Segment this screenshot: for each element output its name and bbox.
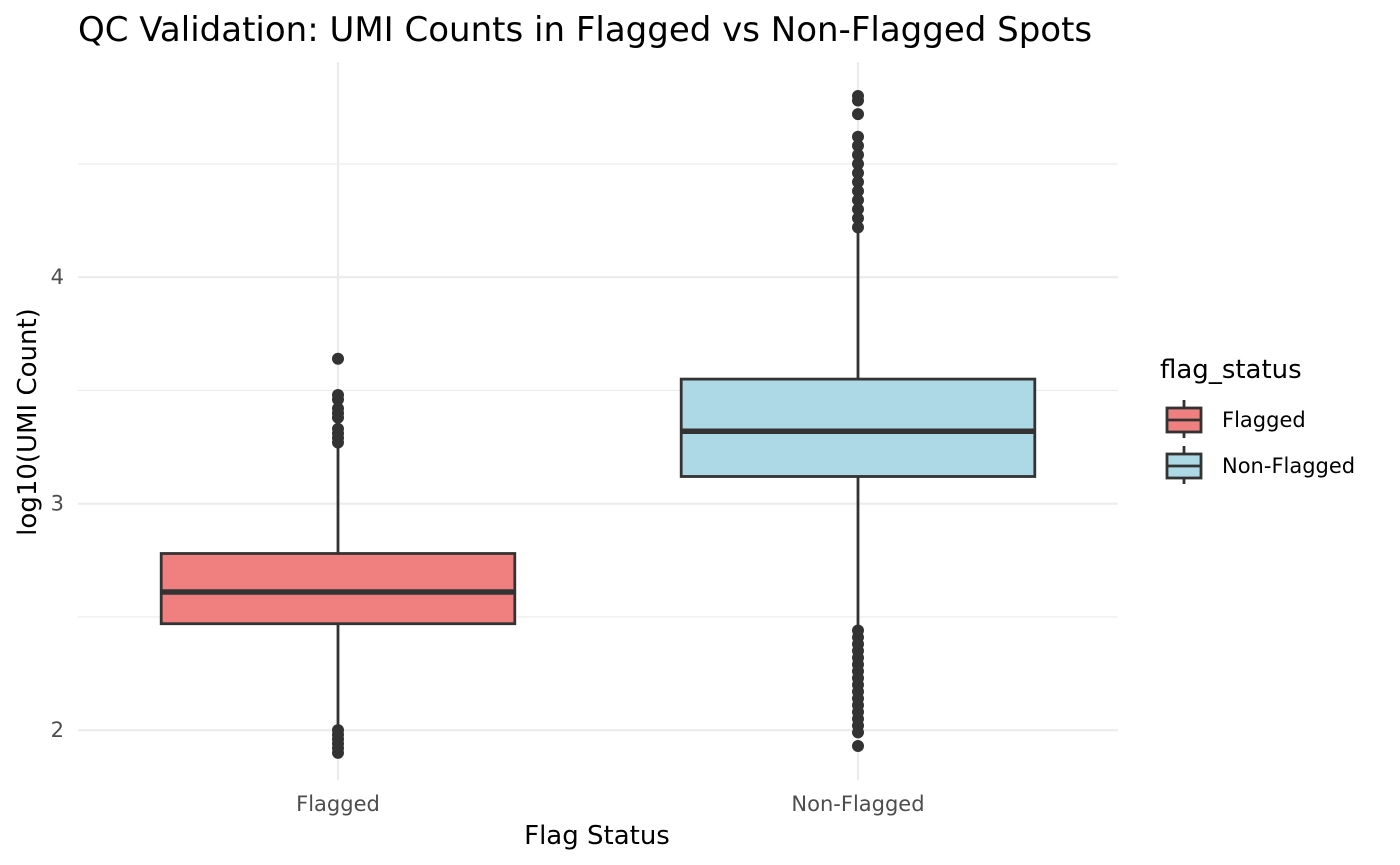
outlier-point: [852, 203, 864, 216]
legend: flag_status Flagged Non-Flagged: [1160, 355, 1355, 484]
box: [159, 552, 517, 626]
chart-title: QC Validation: UMI Counts in Flagged vs …: [78, 10, 1092, 50]
outlier-point: [852, 740, 864, 753]
outlier-point: [332, 352, 344, 365]
outlier-point: [852, 624, 864, 637]
outlier-point: [852, 166, 864, 179]
outlier-point: [852, 130, 864, 143]
outlier-point: [852, 89, 864, 102]
outlier-point: [852, 139, 864, 152]
x-tick-label: Flagged: [296, 792, 380, 816]
y-tick-label: 2: [51, 718, 64, 742]
legend-items: Flagged Non-Flagged: [1165, 400, 1355, 484]
outlier-point: [852, 185, 864, 198]
outlier-point: [852, 212, 864, 225]
outlier-point: [332, 422, 344, 435]
x-tick-labels: Flagged Non-Flagged: [296, 792, 924, 816]
outlier-point: [332, 724, 344, 737]
box: [679, 377, 1037, 478]
legend-title: flag_status: [1160, 355, 1302, 385]
boxes: [159, 89, 1037, 759]
box-group: [679, 89, 1037, 753]
outlier-point: [852, 148, 864, 161]
outlier-point: [332, 388, 344, 401]
grid: [78, 62, 1118, 780]
box-group: [159, 352, 517, 759]
y-tick-label: 3: [51, 492, 64, 516]
outlier-point: [332, 402, 344, 415]
x-axis-title: Flag Status: [524, 821, 670, 851]
x-tick-label: Non-Flagged: [791, 792, 924, 816]
y-tick-label: 4: [51, 265, 64, 289]
outlier-point: [852, 108, 864, 121]
outlier-point: [852, 221, 864, 234]
outlier-point: [852, 194, 864, 207]
legend-label: Flagged: [1222, 408, 1306, 432]
y-axis-title: log10(UMI Count): [13, 308, 43, 536]
legend-item: Flagged: [1165, 400, 1306, 438]
y-tick-labels: 2 3 4: [51, 265, 64, 742]
legend-item: Non-Flagged: [1165, 446, 1355, 484]
legend-label: Non-Flagged: [1222, 454, 1355, 478]
outlier-point: [852, 176, 864, 189]
outlier-point: [852, 157, 864, 170]
